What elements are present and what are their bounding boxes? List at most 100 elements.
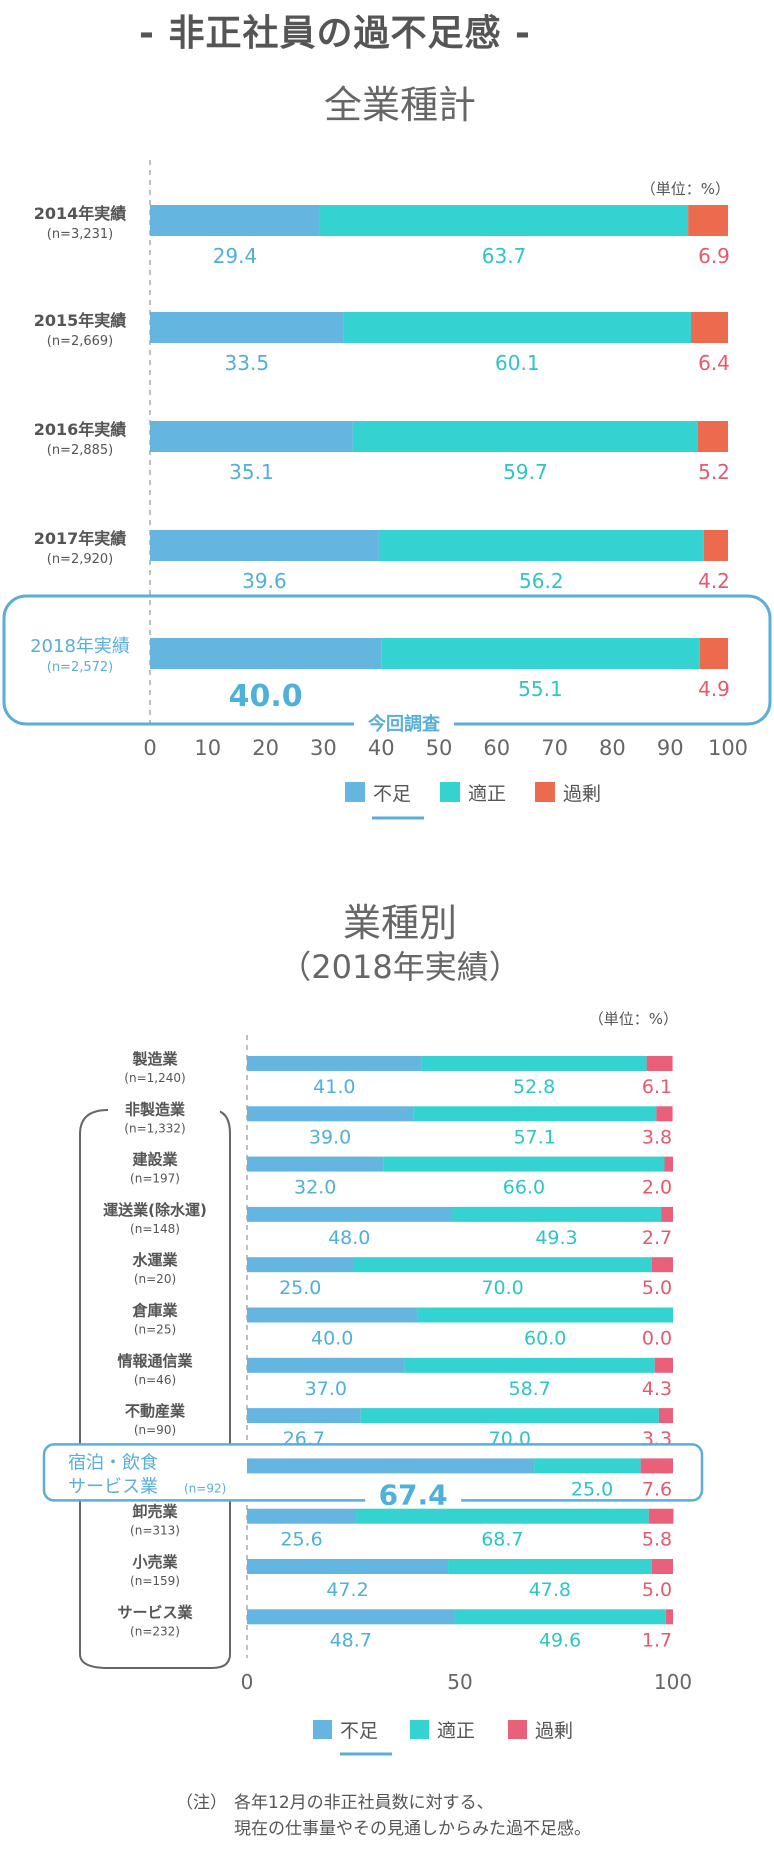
bar-不足: [247, 1257, 354, 1273]
note-prefix: （注）: [176, 1793, 227, 1813]
value-label: 52.8: [513, 1076, 555, 1098]
unit-label: （単位：%）: [589, 1010, 678, 1028]
category-label: 2016年実績: [34, 420, 127, 439]
value-label: 39.0: [309, 1126, 351, 1148]
category-label: 2015年実績: [34, 311, 127, 330]
category-label: 建設業: [132, 1151, 178, 1169]
bar-不足: [247, 1106, 414, 1122]
x-tick-label: 100: [708, 736, 748, 760]
bar-過剰: [703, 530, 728, 561]
value-label: 40.0: [311, 1328, 353, 1350]
value-label: 39.6: [242, 569, 287, 593]
bar-不足: [247, 1056, 422, 1071]
value-label: 5.0: [642, 1579, 672, 1601]
bar-不足: [247, 1357, 405, 1373]
bar-過剰: [648, 1508, 674, 1524]
value-label: 66.0: [503, 1177, 545, 1199]
value-label: 37.0: [305, 1378, 347, 1400]
value-label: 32.0: [294, 1177, 336, 1199]
bar-不足: [150, 312, 344, 343]
category-n: (n=313): [130, 1524, 180, 1538]
value-label: 5.8: [642, 1529, 672, 1551]
category-label: 2018年実績: [30, 636, 130, 657]
value-label: 41.0: [313, 1076, 355, 1098]
value-label-bg: [365, 1476, 462, 1507]
value-label: 1.7: [642, 1629, 672, 1651]
value-label: 56.2: [519, 569, 564, 593]
x-tick-label: 10: [194, 736, 221, 760]
category-label: 卸売業: [132, 1503, 178, 1521]
category-n: (n=232): [130, 1624, 180, 1638]
bar-不足: [150, 530, 379, 561]
value-label: 40.0: [229, 679, 303, 714]
bar-適正: [413, 1106, 657, 1122]
value-label: 6.9: [698, 244, 730, 268]
category-n: (n=25): [134, 1323, 176, 1337]
category-n: (n=1,240): [124, 1071, 185, 1085]
bar-適正: [417, 1307, 673, 1323]
bar-適正: [378, 530, 704, 561]
category-label: 非製造業: [125, 1100, 186, 1118]
bar-適正: [421, 1056, 647, 1071]
highlight-label-bg: [354, 709, 454, 735]
category-label: サービス業: [68, 1476, 158, 1497]
value-label: 25.0: [279, 1277, 321, 1299]
chart-title: 業種別: [343, 901, 457, 945]
bar-不足: [150, 205, 320, 236]
value-label: 4.2: [698, 569, 730, 593]
category-n: (n=197): [130, 1172, 180, 1186]
bar-不足: [247, 1559, 449, 1574]
value-label: 4.9: [698, 677, 730, 701]
bar-適正: [454, 1609, 666, 1625]
group-bracket-gap: [108, 1100, 220, 1122]
bar-過剰: [654, 1357, 673, 1373]
bar-不足: [247, 1206, 452, 1222]
group-bracket: [79, 1109, 231, 1669]
category-n: (n=92): [184, 1481, 226, 1495]
bar-不足: [247, 1408, 361, 1424]
value-label: 0.0: [642, 1328, 672, 1350]
x-tick-label: 70: [541, 736, 568, 760]
value-label: 49.6: [539, 1629, 581, 1651]
category-n: (n=2,669): [47, 334, 114, 349]
bar-過剰: [651, 1257, 673, 1273]
bar-不足: [247, 1458, 535, 1474]
value-label: 60.1: [495, 351, 540, 375]
chart-subtitle: （2018年実績）: [279, 948, 520, 986]
bar-過剰: [688, 205, 728, 236]
value-label: 2.7: [642, 1227, 672, 1249]
legend-swatch: [535, 782, 555, 802]
category-label: 小売業: [132, 1553, 178, 1571]
bar-適正: [343, 312, 692, 343]
bar-過剰: [646, 1056, 673, 1071]
value-label: 47.8: [529, 1579, 571, 1601]
category-label: 製造業: [131, 1050, 178, 1068]
value-label: 60.0: [524, 1328, 566, 1350]
note-line1: 各年12月の非正社員数に対する、: [234, 1793, 494, 1813]
bar-不足: [247, 1508, 357, 1524]
category-n: (n=2,572): [47, 660, 114, 675]
category-n: (n=1,332): [124, 1121, 185, 1135]
value-label: 25.0: [571, 1478, 613, 1500]
chart-by-industry: 業種別（2018年実績） （単位：%） 製造業 (n=1,240) 41.0 52.8 6.…: [42, 901, 704, 1756]
legend-label: 不足: [373, 783, 411, 805]
category-n: (n=2,885): [47, 443, 114, 458]
value-label: 63.7: [482, 244, 527, 268]
value-label: 67.4: [379, 1478, 448, 1511]
highlight-label: 今回調査: [368, 713, 440, 735]
value-label: 6.4: [698, 351, 730, 375]
bar-適正: [381, 638, 700, 669]
x-tick-label: 80: [599, 736, 626, 760]
category-n: (n=159): [130, 1574, 180, 1588]
value-label: 4.3: [642, 1378, 672, 1400]
chart-all-industries: 全業種計 （単位：%） 今回調査 2014年実績 (n=3,231) 29.4 63.7 6.…: [2, 83, 772, 820]
bar-過剰: [665, 1609, 673, 1625]
value-label: 48.0: [328, 1227, 370, 1249]
value-label: 59.7: [503, 460, 548, 484]
chart-title: 全業種計: [324, 83, 476, 127]
value-label: 5.2: [698, 460, 730, 484]
category-label: 宿泊・飲食: [68, 1452, 158, 1473]
legend-swatch: [313, 1720, 332, 1739]
category-n: (n=3,231): [47, 227, 114, 242]
value-label: 7.6: [642, 1478, 672, 1500]
